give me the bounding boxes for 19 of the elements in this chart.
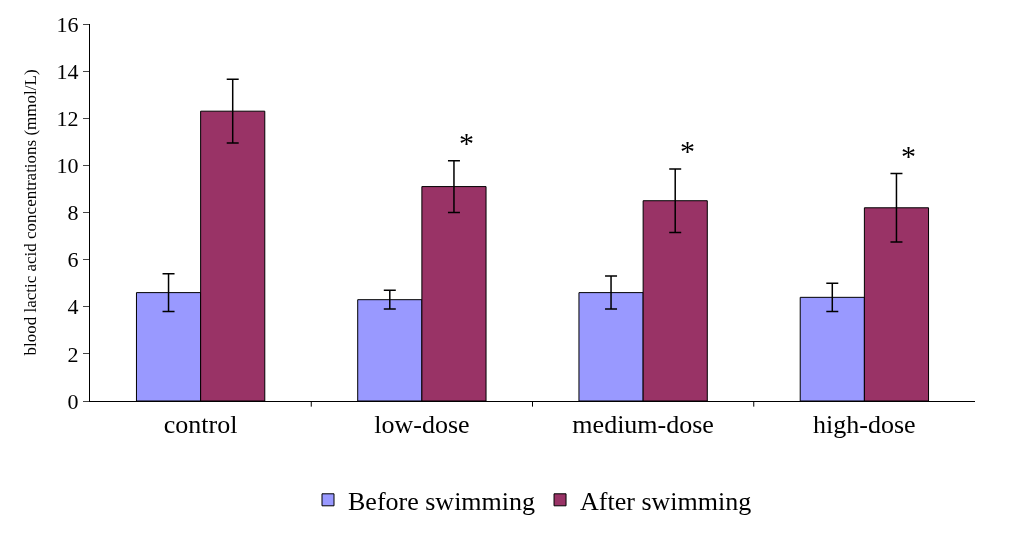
annotation: *	[901, 139, 916, 172]
y-tick-label: 16	[56, 11, 79, 37]
y-tick-label: 14	[56, 58, 79, 84]
y-tick-label: 8	[67, 200, 79, 226]
y-tick-label: 10	[56, 153, 79, 179]
annotation: *	[459, 126, 474, 159]
y-tick-label: 0	[67, 388, 79, 414]
x-tick-label: low-dose	[374, 410, 470, 440]
legend-label: Before swimming	[348, 486, 536, 516]
y-tick-label: 2	[67, 341, 79, 367]
y-axis-title: blood lactic acid concentrations (mmol/L)	[21, 69, 41, 356]
legend-label: After swimming	[580, 486, 752, 516]
x-tick-label: medium-dose	[572, 410, 714, 440]
y-tick-label: 12	[56, 105, 79, 131]
y-tick-label: 4	[67, 294, 79, 320]
y-tick-label: 6	[67, 247, 79, 273]
x-tick-label: control	[163, 410, 238, 440]
annotation: *	[680, 134, 695, 167]
x-tick-label: high-dose	[813, 410, 916, 440]
